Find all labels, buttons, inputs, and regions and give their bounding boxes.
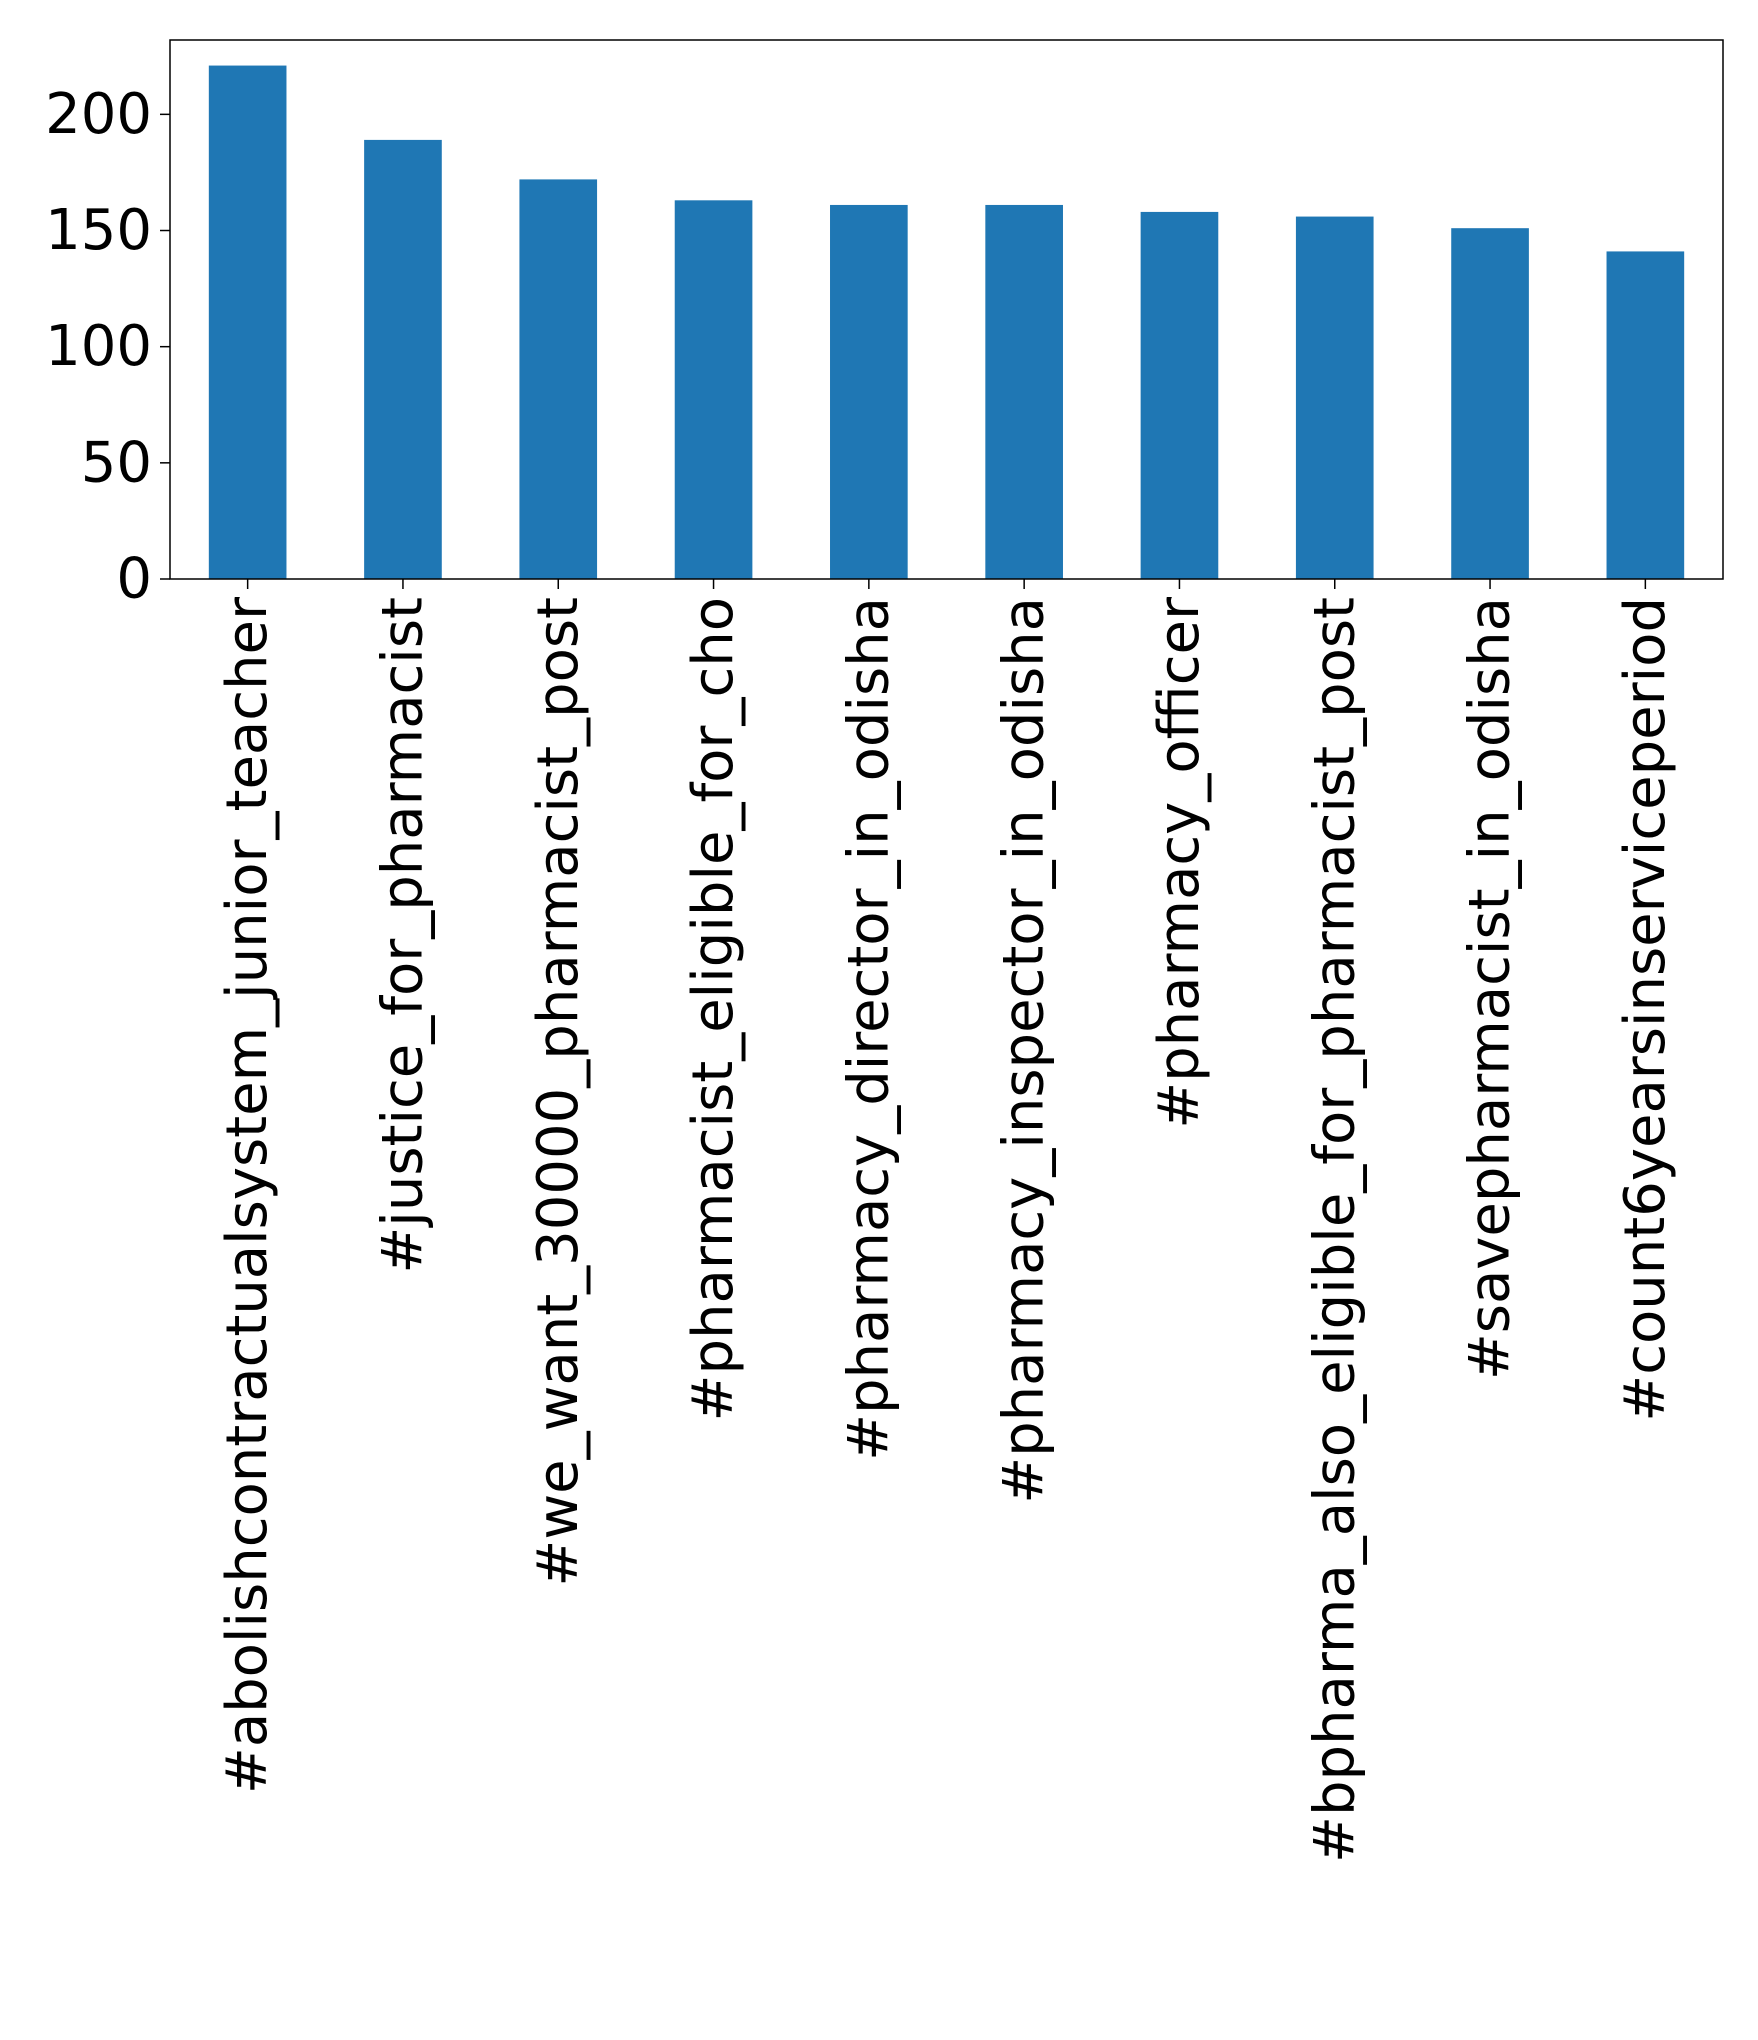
bar xyxy=(830,204,908,579)
y-tick-label: 50 xyxy=(81,430,152,495)
x-tick-label: #bpharma_also_eligible_for_pharmacist_po… xyxy=(1302,597,1367,1863)
x-tick-label: #savepharmacist_in_odisha xyxy=(1458,597,1523,1380)
bar xyxy=(1295,216,1374,579)
y-tick-label: 100 xyxy=(45,314,152,379)
bar xyxy=(364,139,442,579)
y-tick-label: 150 xyxy=(45,198,152,263)
bar xyxy=(1451,228,1529,579)
bars-group xyxy=(208,65,1685,580)
x-tick-label: #pharmacy_director_in_odisha xyxy=(836,597,901,1461)
bar xyxy=(1606,251,1685,580)
y-tick-label: 200 xyxy=(45,82,152,147)
y-axis: 0 50 100 150 200 xyxy=(45,82,170,612)
x-axis: #abolishcontractualsystem_junior_teacher… xyxy=(215,579,1678,1863)
bar xyxy=(674,200,753,579)
bar xyxy=(985,204,1063,579)
bar xyxy=(208,65,287,579)
x-tick-label: #pharmacy_inspector_in_odisha xyxy=(992,597,1057,1504)
bar xyxy=(1140,211,1219,580)
x-tick-label: #justice_for_pharmacist xyxy=(370,597,435,1274)
x-tick-label: #pharmacy_officer xyxy=(1147,596,1212,1129)
y-tick-label: 0 xyxy=(116,547,152,612)
x-tick-label: #we_want_30000_pharmacist_post xyxy=(526,597,591,1587)
x-tick-label: #abolishcontractualsystem_junior_teacher xyxy=(215,596,280,1794)
plot-frame xyxy=(169,39,1724,580)
x-tick-label: #pharmacist_eligible_for_cho xyxy=(681,597,746,1421)
x-tick-label: #count6yearsinserviceperiod xyxy=(1613,597,1678,1422)
bar xyxy=(519,179,598,579)
